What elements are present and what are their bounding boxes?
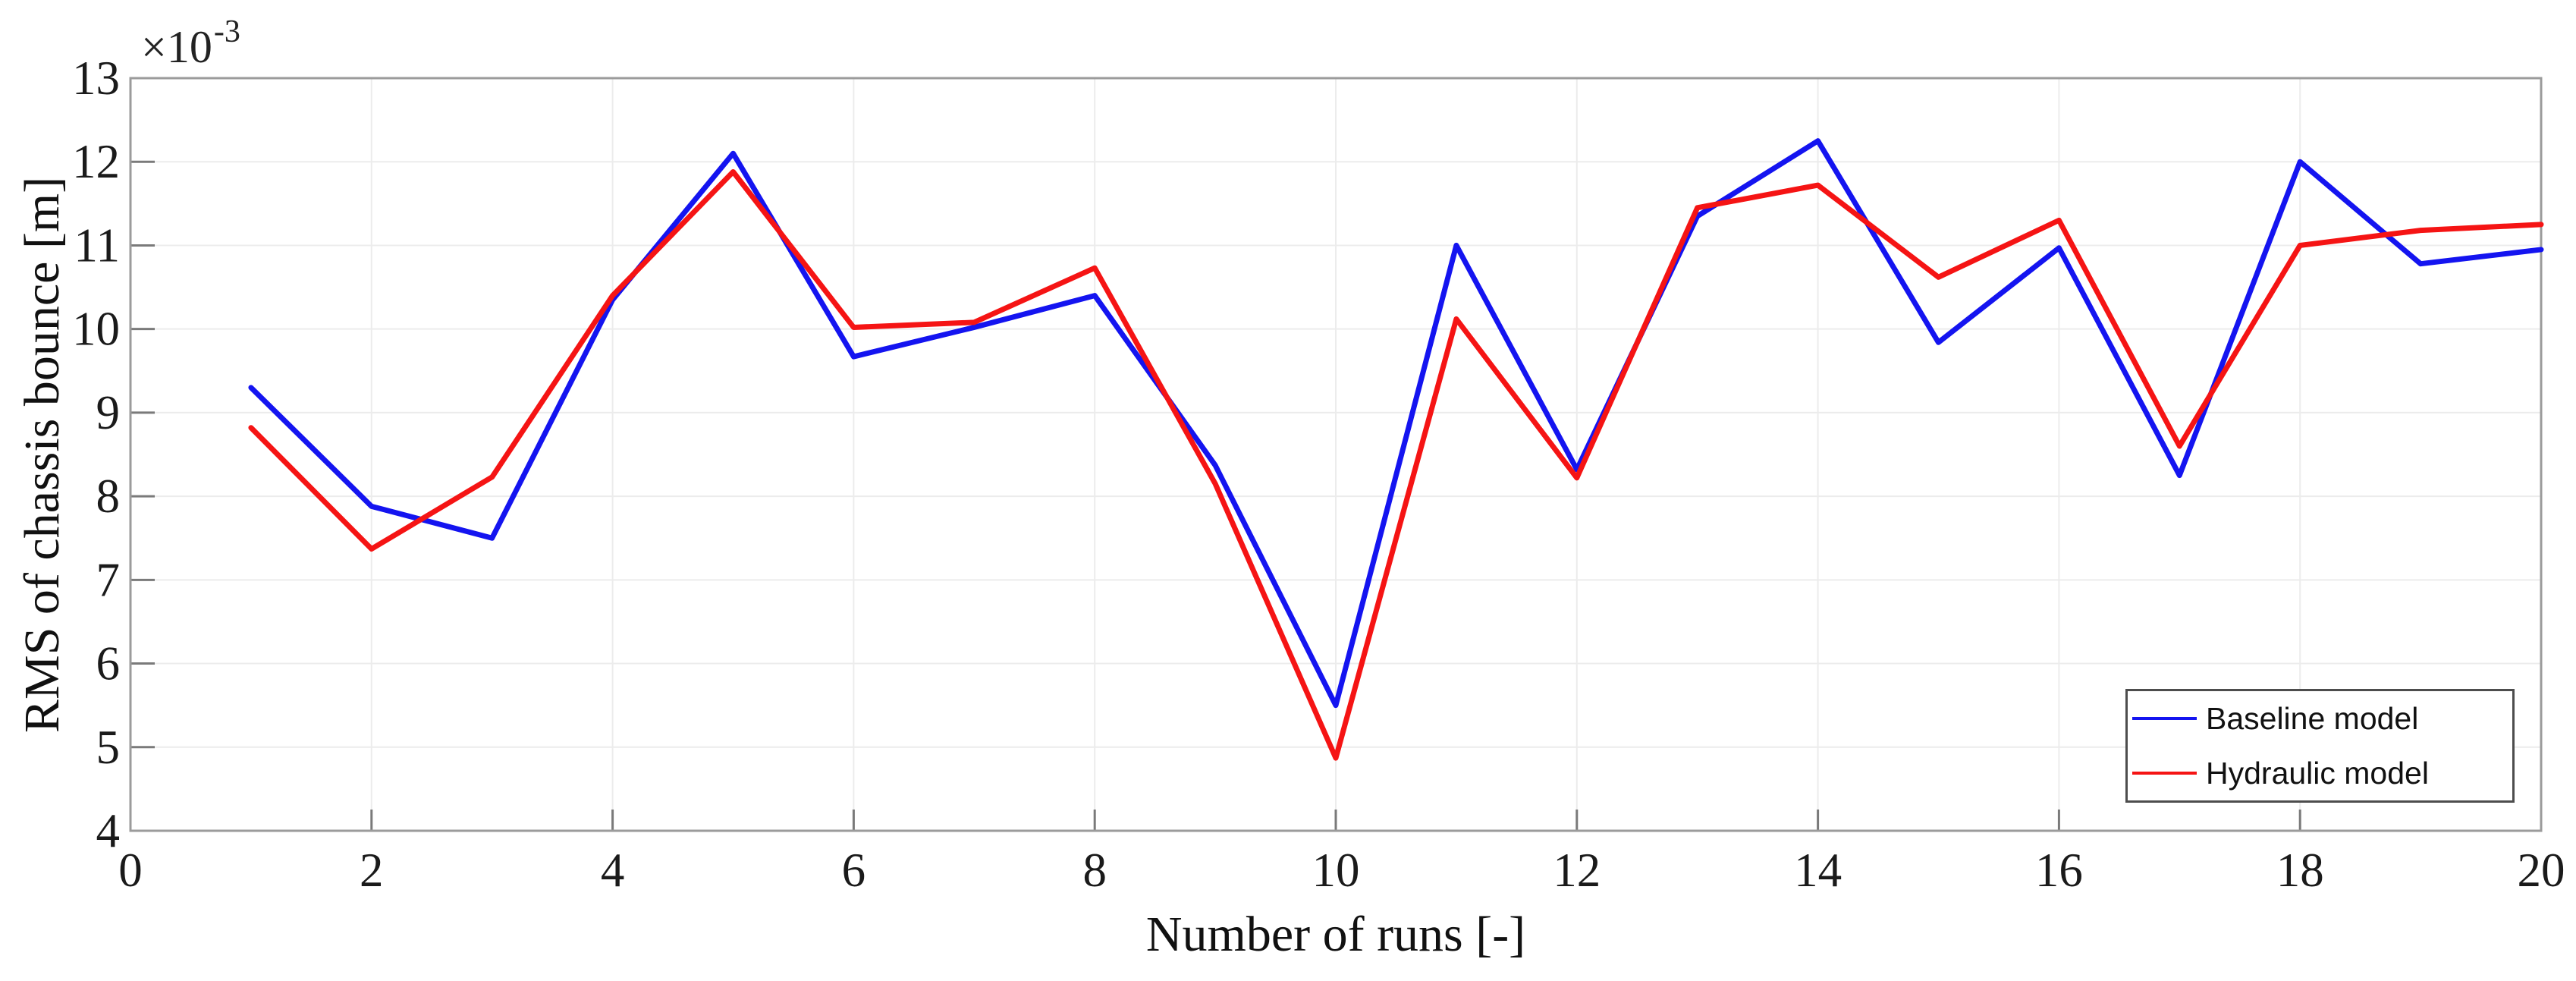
x-tick-label-16: 16	[2035, 844, 2083, 897]
x-tick-label-8: 8	[1082, 844, 1107, 897]
y-axis-label: RMS of chassis bounce [m]	[14, 176, 70, 733]
offset-exponent-text: -3	[213, 14, 240, 49]
x-tick-label-6: 6	[842, 844, 866, 897]
x-tick-label-10: 10	[1312, 844, 1360, 897]
x-tick-label-0: 0	[118, 844, 143, 897]
legend-item-baseline: Baseline model	[2128, 691, 2512, 746]
y-tick-label-5: 5	[96, 721, 121, 774]
series-line-baseline-model	[248, 138, 2544, 709]
y-axis-exponent-label: ×10-3	[141, 14, 240, 74]
legend: Baseline model Hydraulic model	[2125, 689, 2515, 803]
x-tick-label-12: 12	[1553, 844, 1601, 897]
hydraulic-line-sample	[2132, 772, 2197, 775]
y-tick-label-11: 11	[74, 219, 120, 272]
legend-label-hydraulic: Hydraulic model	[2206, 755, 2429, 791]
x-tick-label-14: 14	[1794, 844, 1842, 897]
x-tick-label-2: 2	[360, 844, 384, 897]
legend-item-hydraulic: Hydraulic model	[2128, 746, 2512, 800]
baseline-line-sample	[2132, 717, 2197, 720]
y-tick-label-7: 7	[96, 553, 121, 606]
y-tick-label-13: 13	[72, 52, 120, 105]
x-tick-label-4: 4	[601, 844, 625, 897]
y-tick-label-10: 10	[72, 303, 120, 356]
y-tick-label-9: 9	[96, 386, 121, 439]
axes-frame	[129, 77, 2543, 832]
x-tick-label-18: 18	[2276, 844, 2324, 897]
offset-base-text: ×10	[141, 22, 212, 72]
legend-label-baseline: Baseline model	[2206, 700, 2419, 736]
x-axis-label: Number of runs [-]	[1145, 907, 1526, 962]
series-line-hydraulic-model	[248, 168, 2544, 761]
x-tick-label-20: 20	[2518, 844, 2565, 897]
y-tick-label-8: 8	[96, 470, 121, 523]
y-tick-label-12: 12	[72, 135, 120, 188]
y-tick-label-4: 4	[96, 804, 121, 857]
y-tick-label-6: 6	[96, 637, 121, 690]
